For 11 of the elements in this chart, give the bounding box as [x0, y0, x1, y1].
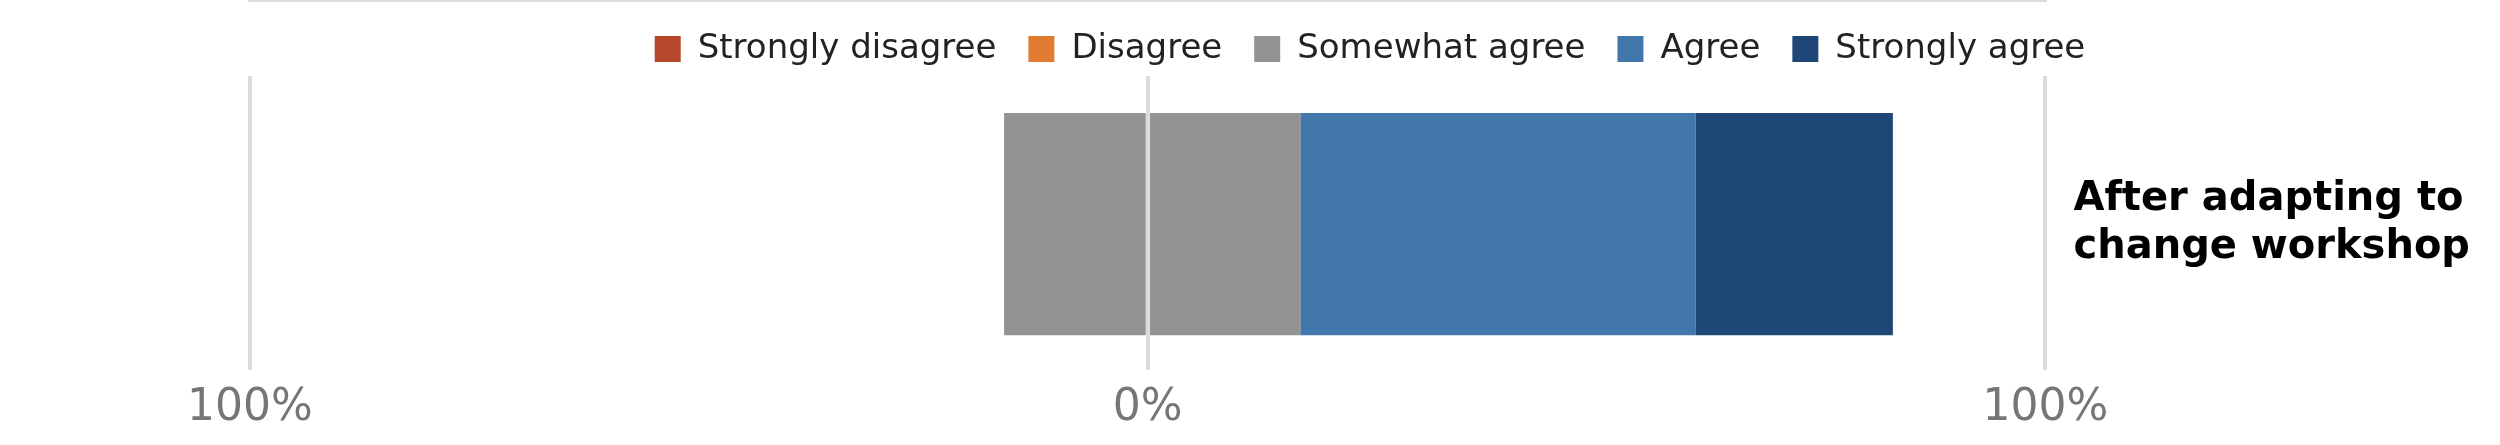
legend-label: Strongly disagree — [697, 25, 997, 66]
legend-label: Strongly agree — [1835, 25, 2086, 66]
legend-label: Disagree — [1071, 25, 1223, 66]
legend-label: Agree — [1660, 25, 1761, 66]
bar — [1695, 113, 1893, 336]
x-tick-label: 100% — [1982, 379, 2109, 431]
x-tick-label: 0% — [1112, 379, 1183, 431]
x-tick-label: 100% — [187, 379, 313, 431]
legend-label: Somewhat agree — [1297, 25, 1586, 66]
y-tick-label: After adapting to change workshop — [2073, 173, 2471, 268]
bar — [1300, 113, 1696, 336]
